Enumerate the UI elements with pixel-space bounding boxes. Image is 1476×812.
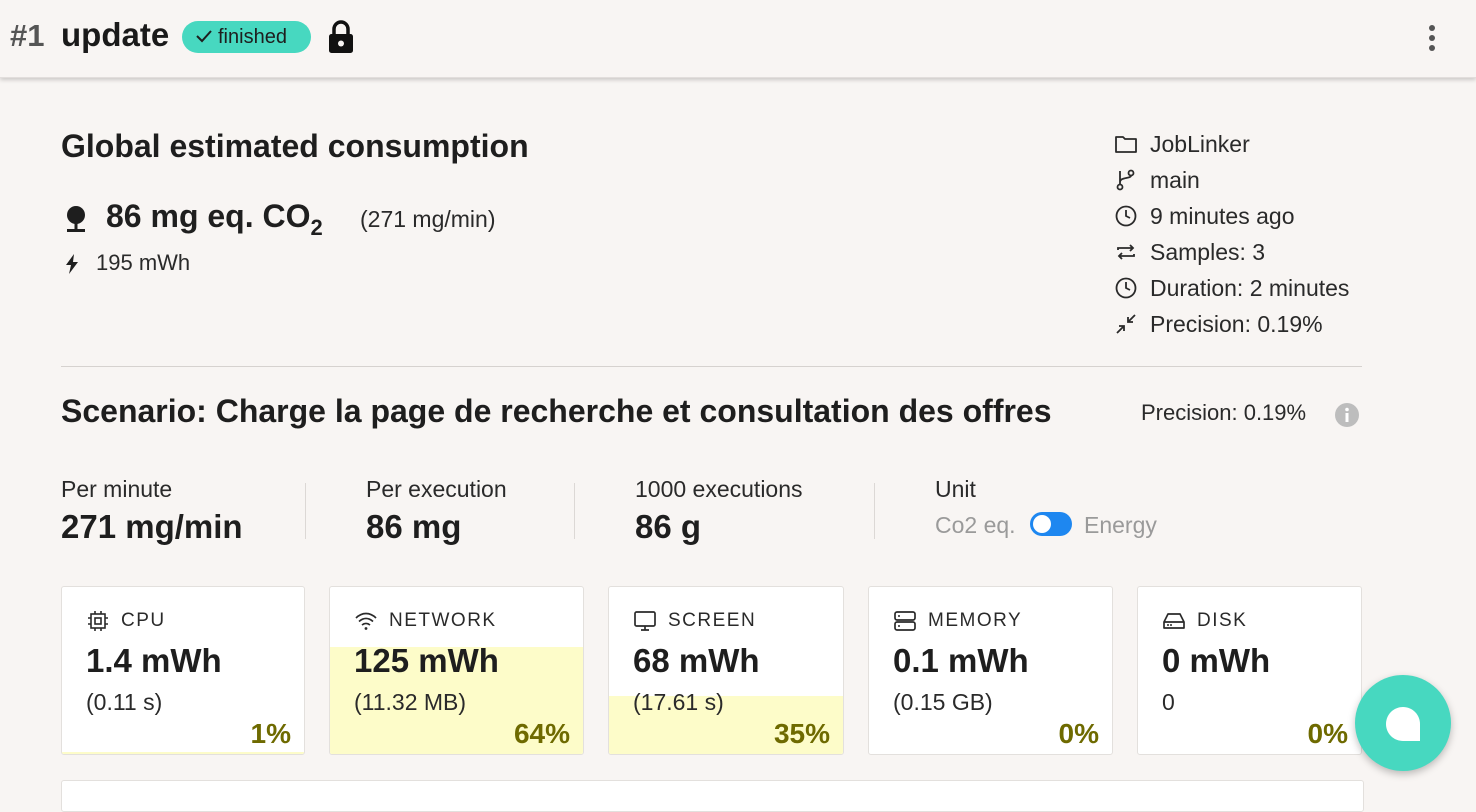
memory-icon bbox=[894, 611, 916, 631]
disk-icon bbox=[1163, 613, 1185, 629]
wifi-icon bbox=[355, 612, 377, 630]
network-share-fill bbox=[330, 647, 583, 754]
clock-icon bbox=[1115, 205, 1137, 227]
folder-icon bbox=[1115, 136, 1137, 153]
toggle-knob bbox=[1033, 515, 1051, 533]
card-value: 125 mWh bbox=[354, 642, 499, 679]
card-value: 0.1 mWh bbox=[893, 642, 1029, 679]
meta-time: 9 minutes ago bbox=[1114, 202, 1294, 230]
card-value: 0 mWh bbox=[1162, 642, 1271, 679]
card-value: 68 mWh bbox=[633, 642, 760, 679]
monitor-icon bbox=[634, 611, 656, 631]
status-label: finished bbox=[218, 26, 287, 48]
stat-separator bbox=[574, 483, 575, 539]
thousand-executions-value: 86 g bbox=[635, 508, 702, 545]
lower-panel bbox=[61, 780, 1364, 812]
memory-card[interactable]: MEMORY 0.1 mWh (0.15 GB) 0% bbox=[868, 586, 1113, 755]
per-execution-value: 86 mg bbox=[366, 508, 462, 545]
status-badge: finished bbox=[182, 21, 311, 53]
meta-precision: Precision: 0.19% bbox=[1114, 310, 1323, 338]
unit-energy-option[interactable]: Energy bbox=[1084, 512, 1157, 538]
card-percent: 1% bbox=[250, 718, 291, 749]
card-percent: 0% bbox=[1307, 718, 1348, 749]
meta-duration: Duration: 2 minutes bbox=[1114, 274, 1349, 302]
per-minute-value: 271 mg/min bbox=[61, 508, 243, 545]
card-label: CPU bbox=[121, 610, 166, 631]
disk-card[interactable]: DISK 0 mWh 0 0% bbox=[1137, 586, 1362, 755]
chat-button[interactable] bbox=[1355, 675, 1451, 771]
co2-rate: (271 mg/min) bbox=[360, 206, 496, 232]
unit-label: Unit bbox=[935, 476, 976, 502]
compress-icon bbox=[1116, 314, 1136, 334]
screen-card[interactable]: SCREEN 68 mWh (17.61 s) 35% bbox=[608, 586, 844, 755]
meta-samples: Samples: 3 bbox=[1114, 238, 1265, 266]
cpu-share-fill bbox=[62, 752, 304, 754]
repeat-icon bbox=[1117, 244, 1135, 260]
lock-icon bbox=[329, 20, 353, 53]
chat-bubble-icon bbox=[1386, 707, 1420, 741]
card-percent: 64% bbox=[513, 718, 570, 749]
network-card[interactable]: NETWORK 125 mWh (11.32 MB) 64% bbox=[329, 586, 584, 755]
card-value: 1.4 mWh bbox=[86, 642, 222, 679]
run-number: #1 bbox=[10, 18, 45, 53]
card-label: DISK bbox=[1197, 610, 1248, 631]
scenario-title: Scenario: Charge la page de recherche et… bbox=[61, 393, 1052, 429]
card-subvalue: 0 bbox=[1162, 689, 1175, 715]
card-percent: 35% bbox=[773, 718, 830, 749]
per-minute-label: Per minute bbox=[61, 476, 173, 502]
stat-separator bbox=[874, 483, 875, 539]
git-branch-icon bbox=[1116, 169, 1135, 191]
per-execution-label: Per execution bbox=[366, 476, 507, 502]
meta-project: JobLinker bbox=[1114, 130, 1250, 158]
cpu-icon bbox=[88, 611, 108, 631]
info-icon[interactable] bbox=[1334, 402, 1360, 428]
clock-icon bbox=[1115, 277, 1137, 299]
tree-icon bbox=[67, 206, 85, 232]
card-label: SCREEN bbox=[668, 610, 757, 631]
energy-value: 195 mWh bbox=[96, 250, 191, 275]
unit-co2-option[interactable]: Co2 eq. bbox=[935, 512, 1016, 538]
global-consumption-heading: Global estimated consumption bbox=[61, 128, 529, 164]
run-title: update bbox=[61, 16, 170, 53]
section-divider bbox=[61, 366, 1362, 367]
card-subvalue: (17.61 s) bbox=[633, 689, 724, 715]
co2-value: 86 mg eq. CO2 bbox=[106, 198, 323, 240]
bolt-icon bbox=[66, 254, 78, 274]
card-subvalue: (0.15 GB) bbox=[893, 689, 993, 715]
card-label: NETWORK bbox=[389, 610, 497, 631]
cpu-card[interactable]: CPU 1.4 mWh (0.11 s) 1% bbox=[61, 586, 305, 755]
stat-separator bbox=[305, 483, 306, 539]
unit-toggle[interactable] bbox=[1030, 512, 1072, 536]
scenario-precision: Precision: 0.19% bbox=[1141, 400, 1307, 425]
screen-share-fill bbox=[609, 695, 843, 754]
card-subvalue: (11.32 MB) bbox=[354, 689, 467, 715]
card-subvalue: (0.11 s) bbox=[86, 689, 163, 715]
meta-branch: main bbox=[1114, 166, 1200, 194]
top-bar: #1 update finished bbox=[0, 0, 1476, 78]
card-percent: 0% bbox=[1058, 718, 1099, 749]
thousand-executions-label: 1000 executions bbox=[635, 476, 803, 502]
more-options-icon[interactable] bbox=[1419, 23, 1445, 53]
check-icon bbox=[196, 21, 212, 53]
card-label: MEMORY bbox=[928, 610, 1023, 631]
